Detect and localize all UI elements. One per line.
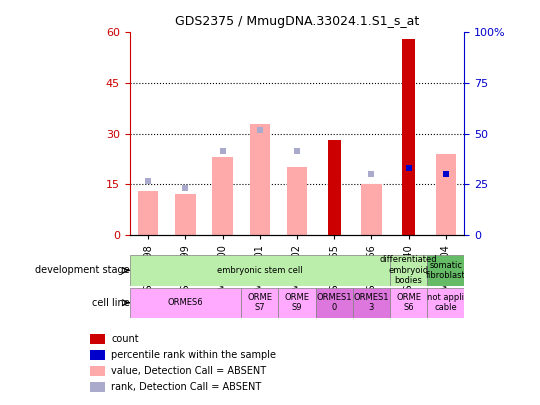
Bar: [328, 141, 341, 235]
Text: development stage: development stage: [35, 265, 130, 275]
Text: embryonic stem cell: embryonic stem cell: [217, 266, 302, 275]
Bar: [90, 334, 105, 344]
Text: count: count: [111, 334, 139, 344]
Text: ORMES1
0: ORMES1 0: [316, 293, 352, 312]
Text: cell line: cell line: [92, 298, 130, 308]
Text: differentiated
embryoid
bodies: differentiated embryoid bodies: [380, 256, 437, 285]
Bar: [90, 366, 105, 376]
Title: GDS2375 / MmugDNA.33024.1.S1_s_at: GDS2375 / MmugDNA.33024.1.S1_s_at: [175, 15, 419, 28]
Bar: [353, 288, 390, 318]
Text: ORME
S9: ORME S9: [285, 293, 309, 312]
Bar: [279, 288, 315, 318]
Bar: [427, 288, 464, 318]
Bar: [90, 382, 105, 392]
Text: ORME
S7: ORME S7: [247, 293, 272, 312]
Text: somatic
fibroblast: somatic fibroblast: [426, 261, 465, 280]
Bar: [241, 288, 279, 318]
Bar: [212, 157, 233, 235]
Bar: [249, 124, 270, 235]
Bar: [427, 255, 464, 286]
Bar: [390, 255, 427, 286]
Bar: [287, 167, 307, 235]
Bar: [390, 288, 427, 318]
Bar: [315, 288, 353, 318]
Text: percentile rank within the sample: percentile rank within the sample: [111, 350, 276, 360]
Bar: [175, 194, 195, 235]
Bar: [130, 255, 390, 286]
Text: rank, Detection Call = ABSENT: rank, Detection Call = ABSENT: [111, 382, 261, 392]
Text: not appli
cable: not appli cable: [427, 293, 464, 312]
Bar: [138, 191, 158, 235]
Bar: [436, 154, 456, 235]
Bar: [130, 288, 241, 318]
Text: ORMES6: ORMES6: [167, 298, 203, 307]
Text: value, Detection Call = ABSENT: value, Detection Call = ABSENT: [111, 366, 266, 376]
Bar: [402, 39, 415, 235]
Bar: [361, 184, 382, 235]
Text: ORME
S6: ORME S6: [396, 293, 421, 312]
Bar: [90, 350, 105, 360]
Text: ORMES1
3: ORMES1 3: [354, 293, 389, 312]
